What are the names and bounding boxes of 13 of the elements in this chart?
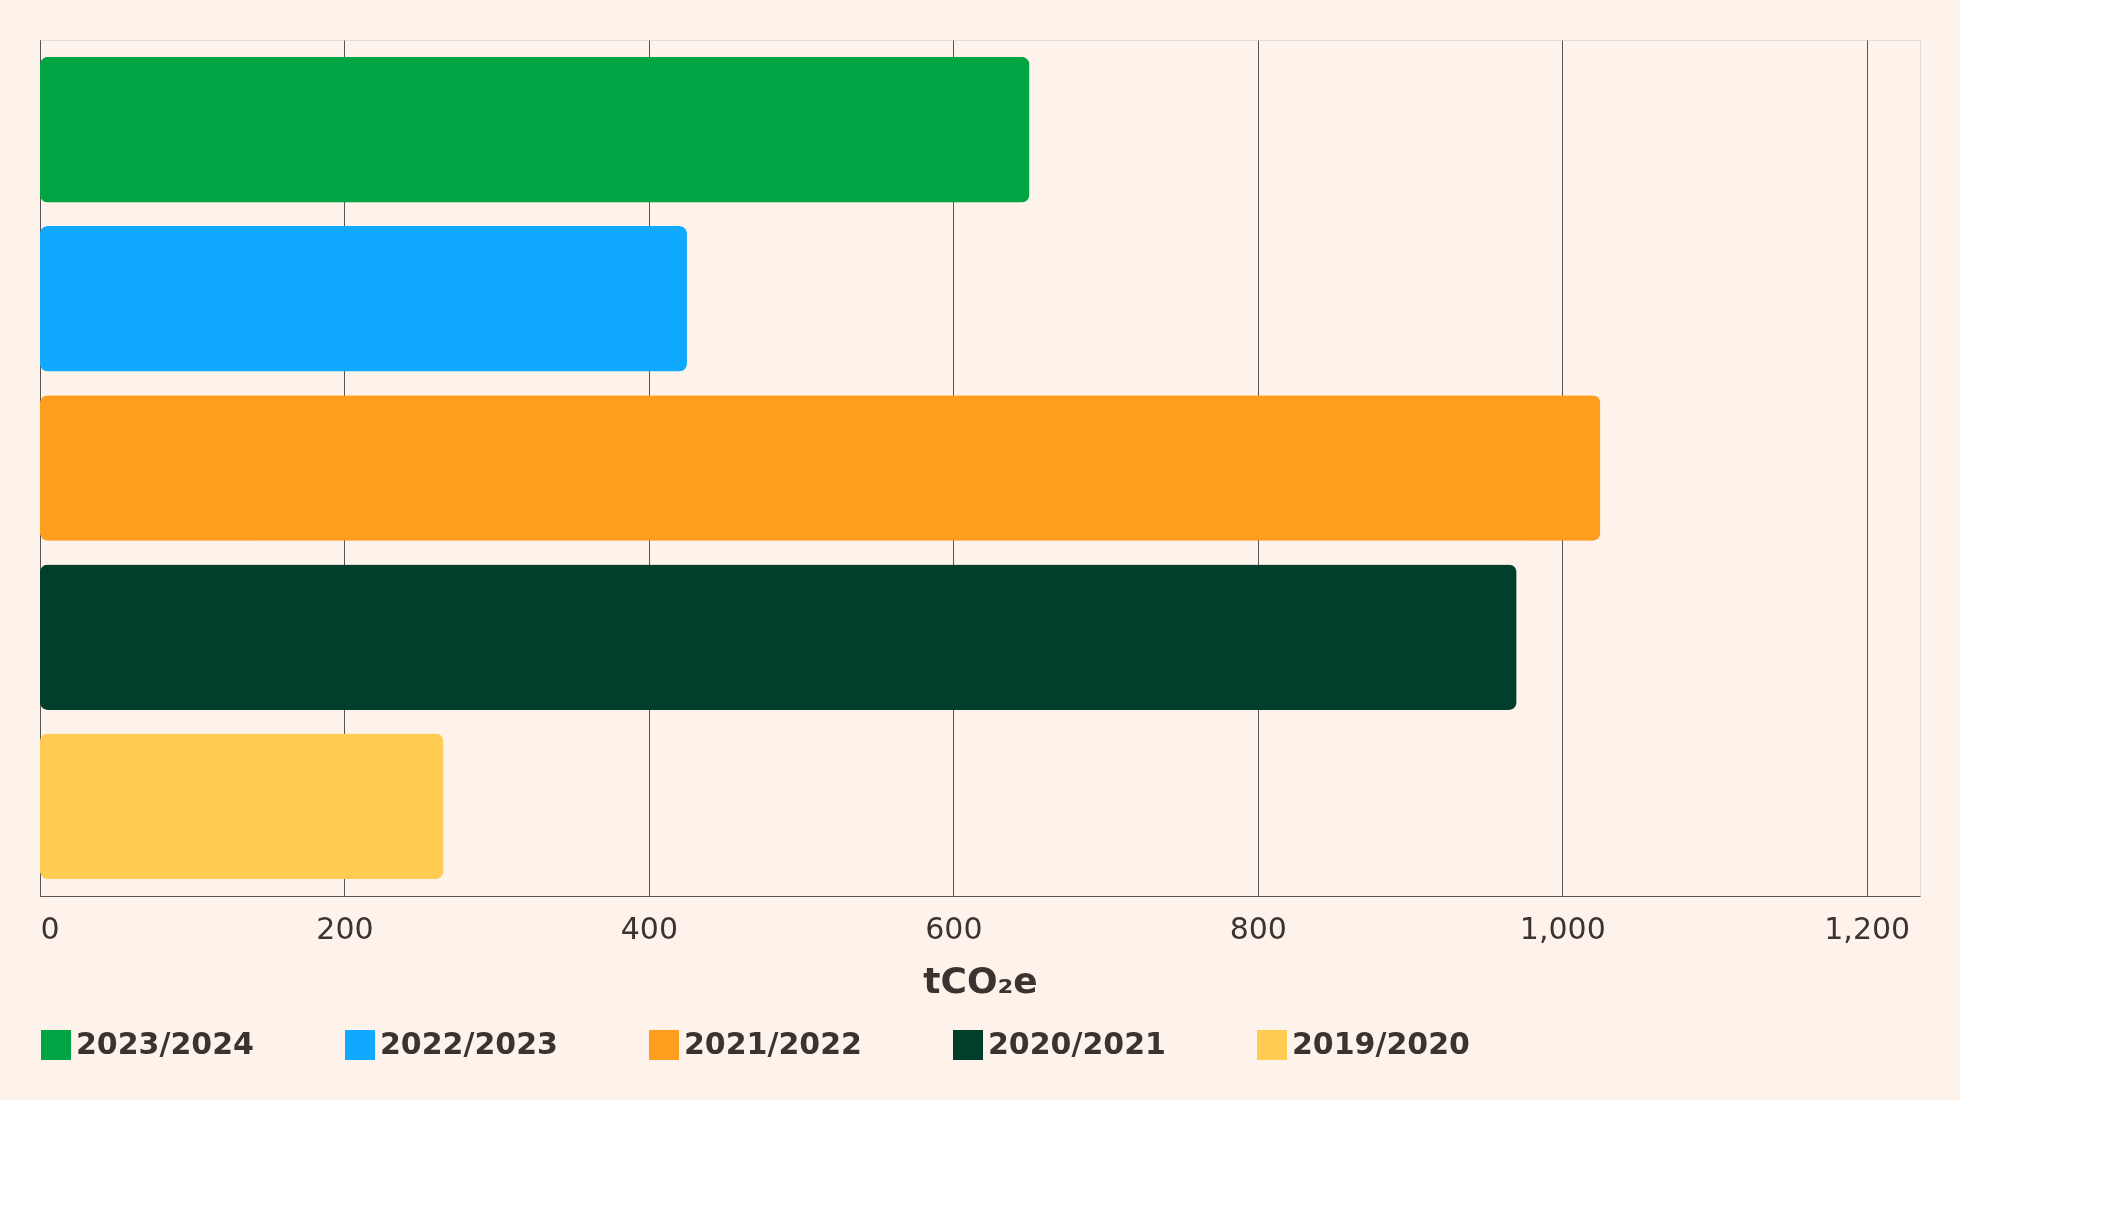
legend-label: 2022/2023 bbox=[380, 1026, 558, 1061]
x-tick-label: 800 bbox=[1229, 910, 1287, 946]
x-tick-label: 200 bbox=[316, 910, 374, 946]
x-axis-title: tCO₂e bbox=[923, 959, 1038, 1001]
legend-label: 2023/2024 bbox=[76, 1026, 254, 1061]
legend-label: 2020/2021 bbox=[988, 1026, 1166, 1061]
legend-label: 2021/2022 bbox=[684, 1026, 862, 1061]
x-tick-label: 400 bbox=[620, 910, 679, 946]
x-tick-label: 600 bbox=[925, 910, 983, 946]
x-tick-label: 0 bbox=[40, 910, 60, 946]
legend-label: 2019/2020 bbox=[1292, 1026, 1470, 1061]
x-tick-label: 1,000 bbox=[1519, 910, 1606, 946]
x-tick-label: 1,200 bbox=[1824, 910, 1911, 946]
